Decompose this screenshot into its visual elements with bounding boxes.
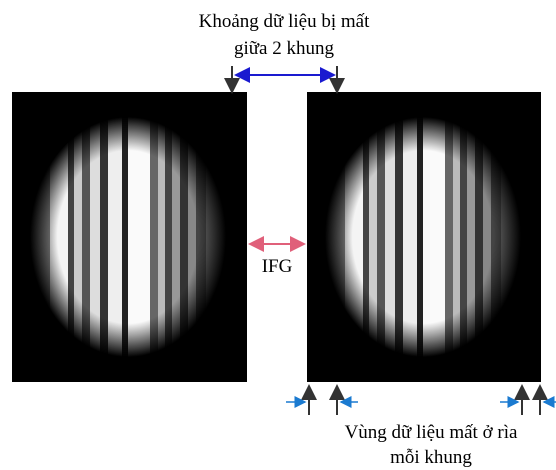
frame-left — [12, 92, 247, 382]
ifg-label: IFG — [262, 256, 293, 277]
edge-pointers — [286, 386, 556, 415]
edge-label: mỗi khung — [390, 447, 472, 468]
edge-label: Vùng dữ liệu mất ở rìa — [345, 422, 518, 443]
diagram: Khoảng dữ liệu bị mất giữa 2 khung IFG V… — [0, 0, 556, 470]
gap-label: Khoảng dữ liệu bị mất — [199, 11, 370, 32]
frame-right — [307, 92, 541, 382]
gap-label: giữa 2 khung — [234, 38, 335, 59]
